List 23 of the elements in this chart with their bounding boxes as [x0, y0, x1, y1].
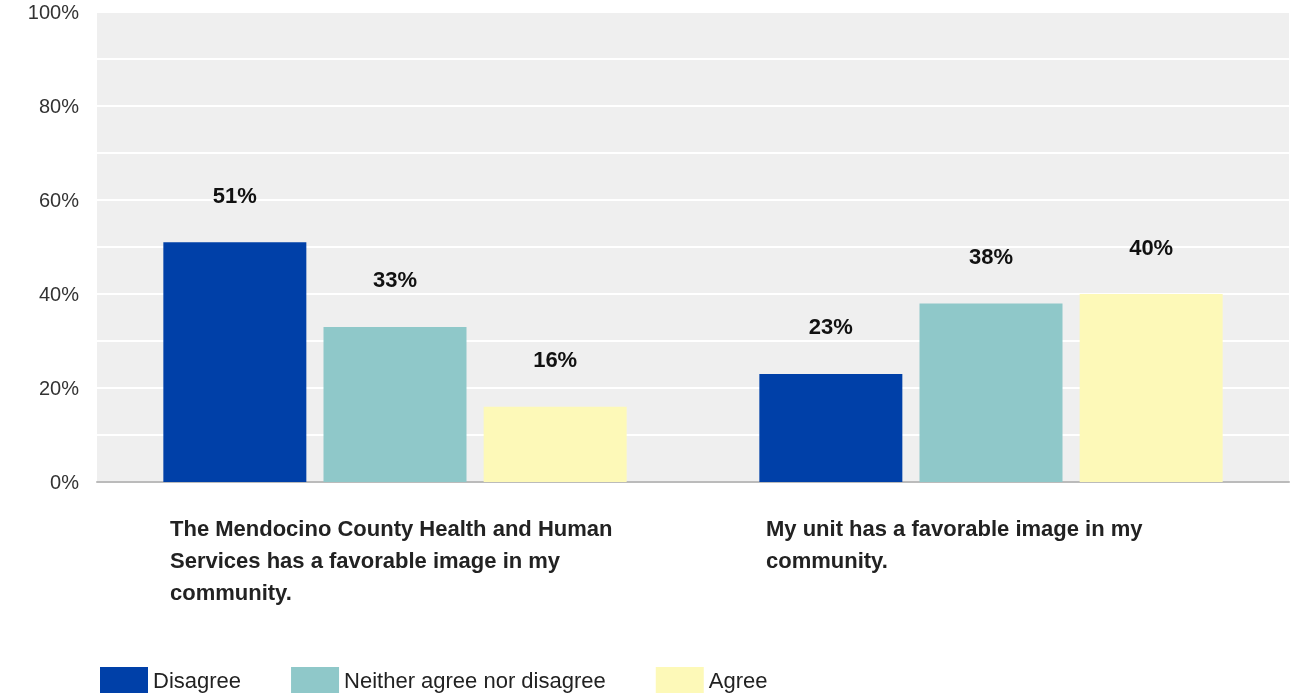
y-tick-label: 100%: [27, 1, 80, 23]
data-label: 38%: [968, 243, 1014, 269]
y-tick-label: 60%: [38, 189, 80, 211]
data-label: 23%: [808, 314, 853, 340]
legend-label: Disagree: [153, 667, 242, 693]
y-tick-label: 80%: [38, 95, 80, 117]
x-tick-label: The Mendocino County Health and Human Services has a favorable image in my community.: [170, 515, 619, 605]
x-tick-label: My unit has a favorable image in my community.: [766, 515, 1149, 573]
data-label: 40%: [1129, 234, 1174, 260]
data-label: 51%: [212, 182, 257, 208]
data-label: 16%: [533, 347, 578, 373]
y-tick-label: 20%: [38, 377, 80, 399]
y-tick-label: 40%: [38, 283, 80, 305]
bar: [483, 406, 627, 482]
bar: [919, 303, 1063, 482]
bar: [759, 373, 903, 482]
data-label: 33%: [372, 267, 418, 293]
y-tick-label: 0%: [50, 471, 80, 493]
legend-label: Agree: [708, 667, 768, 693]
bar: [163, 242, 307, 482]
bar: [1079, 294, 1223, 482]
bar: [323, 326, 467, 482]
legend-label: Neither agree nor disagree: [344, 667, 606, 693]
